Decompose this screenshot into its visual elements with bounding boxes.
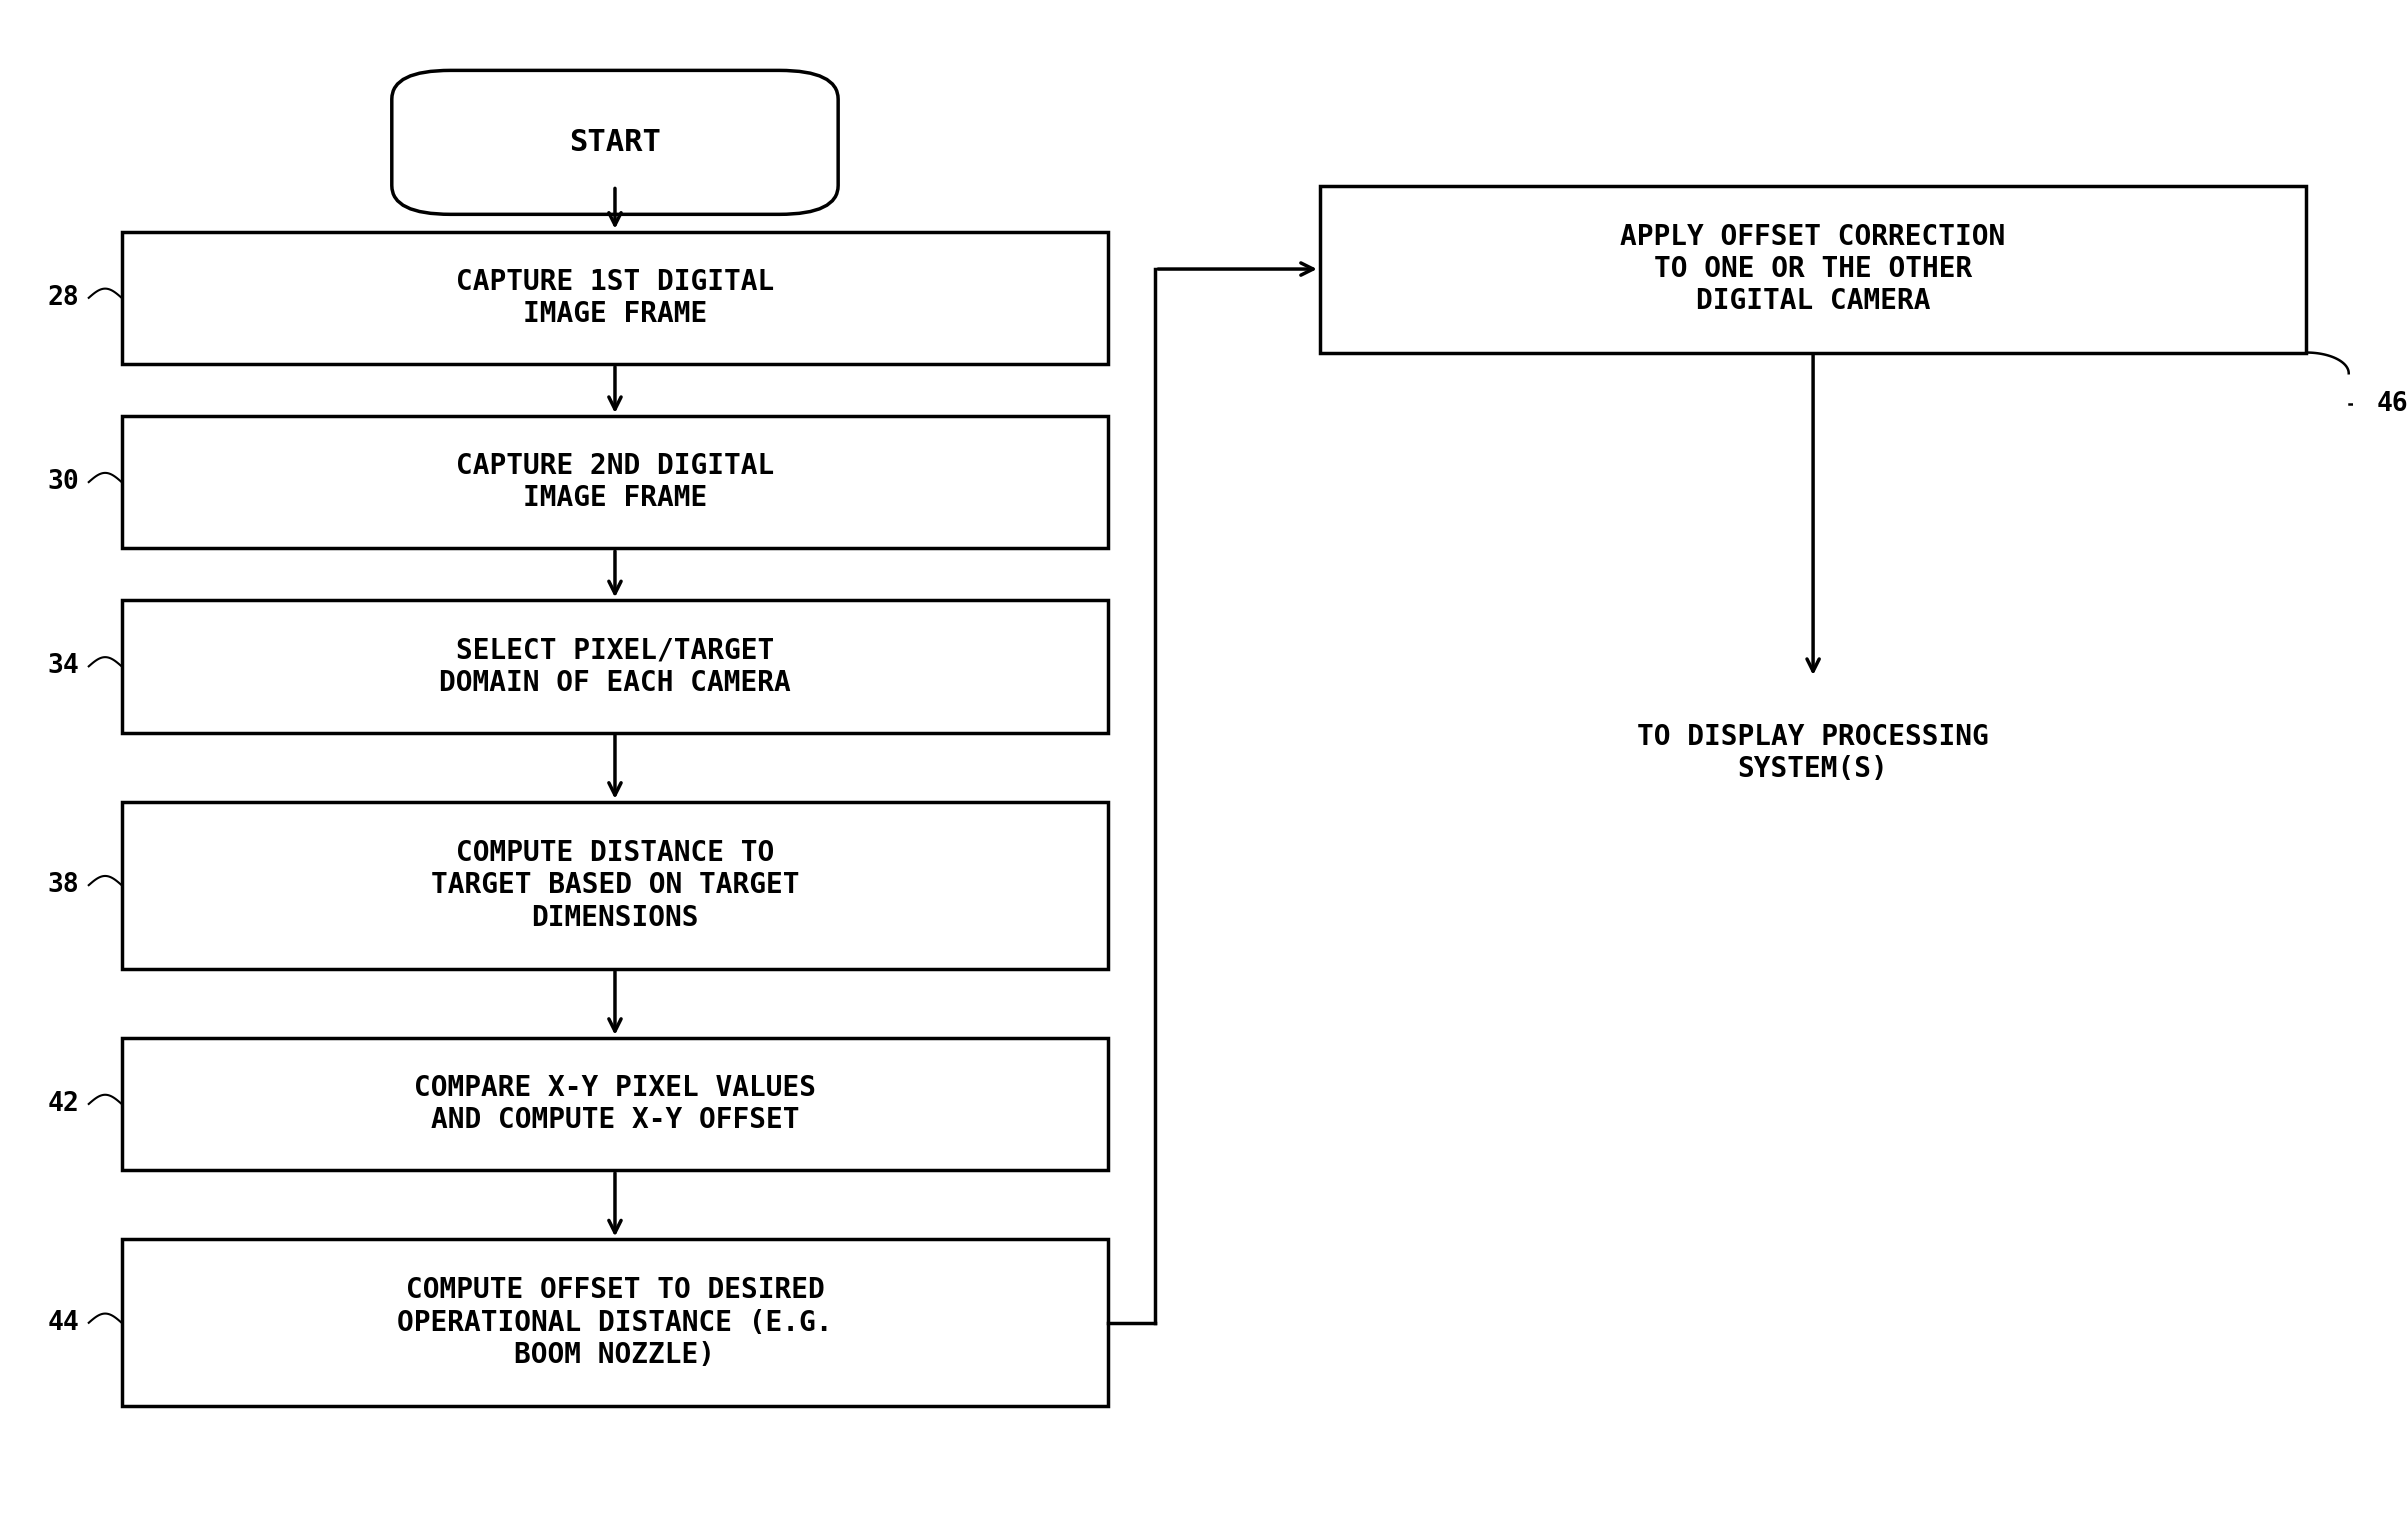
Text: 42: 42 [48,1090,79,1116]
Text: 30: 30 [48,470,79,494]
FancyBboxPatch shape [393,71,838,214]
Text: TO DISPLAY PROCESSING
SYSTEM(S): TO DISPLAY PROCESSING SYSTEM(S) [1637,722,1989,782]
Text: 34: 34 [48,653,79,679]
Text: COMPUTE DISTANCE TO
TARGET BASED ON TARGET
DIMENSIONS: COMPUTE DISTANCE TO TARGET BASED ON TARG… [431,839,799,932]
Bar [123,802,1108,969]
Text: 46: 46 [2377,391,2408,417]
Text: SELECT PIXEL/TARGET
DOMAIN OF EACH CAMERA: SELECT PIXEL/TARGET DOMAIN OF EACH CAMER… [438,636,790,696]
Bar [1320,185,2307,353]
Text: 38: 38 [48,872,79,898]
Text: 28: 28 [48,285,79,311]
Bar [123,1038,1108,1170]
Text: APPLY OFFSET CORRECTION
TO ONE OR THE OTHER
DIGITAL CAMERA: APPLY OFFSET CORRECTION TO ONE OR THE OT… [1621,223,2006,316]
Bar [123,231,1108,363]
Text: COMPUTE OFFSET TO DESIRED
OPERATIONAL DISTANCE (E.G.
BOOM NOZZLE): COMPUTE OFFSET TO DESIRED OPERATIONAL DI… [397,1277,833,1369]
Text: START: START [568,128,660,157]
Bar [123,416,1108,548]
Text: 44: 44 [48,1311,79,1335]
Text: CAPTURE 2ND DIGITAL
IMAGE FRAME: CAPTURE 2ND DIGITAL IMAGE FRAME [455,451,773,513]
Bar [123,601,1108,733]
Text: CAPTURE 1ST DIGITAL
IMAGE FRAME: CAPTURE 1ST DIGITAL IMAGE FRAME [455,268,773,328]
Text: COMPARE X-Y PIXEL VALUES
AND COMPUTE X-Y OFFSET: COMPARE X-Y PIXEL VALUES AND COMPUTE X-Y… [414,1073,816,1133]
Bar [123,1240,1108,1406]
